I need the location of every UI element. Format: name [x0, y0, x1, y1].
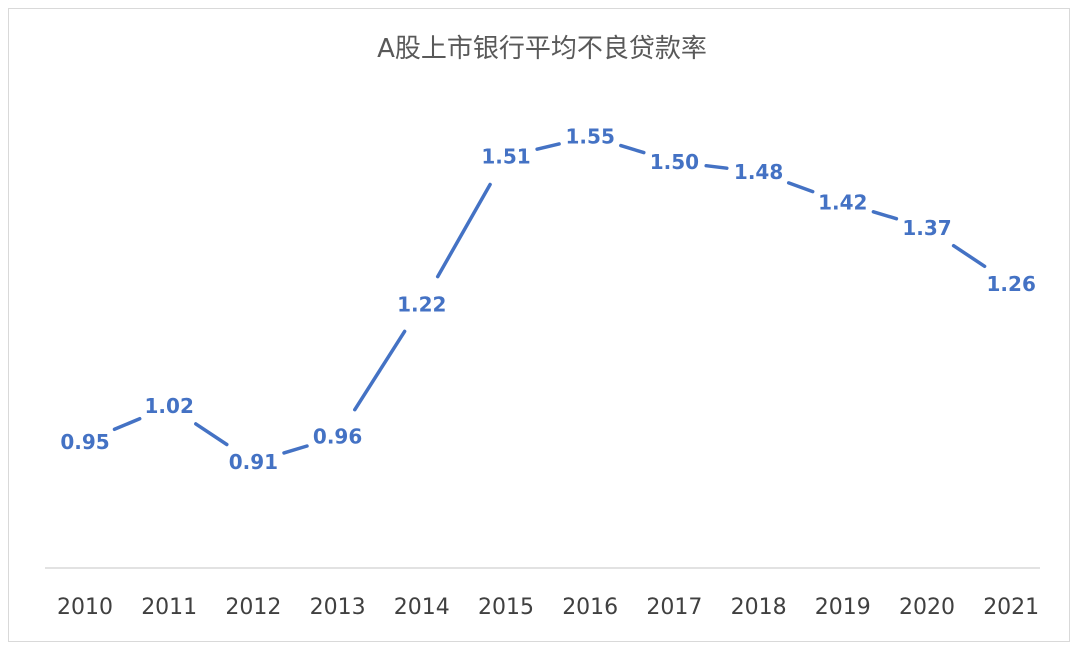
x-tick-label-2015: 2015: [478, 595, 534, 620]
x-tick-label-2013: 2013: [310, 595, 366, 620]
data-label-2013: 0.96: [313, 425, 362, 449]
data-label-2019: 1.42: [818, 191, 867, 215]
chart-frame: [8, 8, 1070, 642]
series-line-segment-2017-2018: [704, 163, 729, 170]
data-label-layer: 0.95 1.02 0.91 0.96 1.22 1.51 1.55 1.50 1.48 1.42…: [60, 124, 1036, 474]
series-line-segment-2020-2021: [951, 243, 987, 269]
x-tick-label-2010: 2010: [57, 595, 113, 620]
series-line-segment-2016-2017: [619, 143, 646, 155]
data-label-2018: 1.48: [734, 160, 783, 184]
x-tick-label-2021: 2021: [983, 595, 1039, 620]
data-label-2016: 1.55: [566, 124, 615, 148]
series-line-segment-2015-2016: [535, 142, 561, 151]
series-line-segment-2010-2011: [112, 416, 142, 432]
series-line-segment-2013-2014: [353, 329, 407, 412]
chart-title: A股上市银行平均不良贷款率: [377, 34, 707, 64]
data-label-2010: 0.95: [60, 430, 109, 454]
x-tick-label-2012: 2012: [225, 595, 281, 620]
data-label-2011: 1.02: [145, 394, 194, 418]
x-tick-label-2020: 2020: [899, 595, 955, 620]
series-line-layer: [112, 142, 987, 455]
x-tick-label-2018: 2018: [731, 595, 787, 620]
x-tick-label-2011: 2011: [141, 595, 197, 620]
series-line-segment-2018-2019: [786, 181, 815, 194]
series-line-segment-2014-2015: [435, 182, 492, 279]
x-tick-label-2017: 2017: [646, 595, 702, 620]
data-label-2017: 1.50: [650, 150, 699, 174]
data-label-2020: 1.37: [902, 216, 951, 240]
x-tick-layer: 2010 2011 2012 2013 2014 2015 2016 2017 2018 2019…: [57, 595, 1039, 620]
series-line-segment-2011-2012: [194, 422, 229, 447]
series-line-segment-2012-2013: [282, 444, 309, 455]
x-tick-label-2019: 2019: [815, 595, 871, 620]
data-label-2012: 0.91: [229, 450, 278, 474]
series-line-segment-2019-2020: [871, 210, 899, 221]
data-label-2021: 1.26: [987, 272, 1036, 296]
x-tick-label-2014: 2014: [394, 595, 450, 620]
data-label-2015: 1.51: [481, 145, 530, 169]
data-label-2014: 1.22: [397, 292, 446, 316]
x-tick-label-2016: 2016: [562, 595, 618, 620]
